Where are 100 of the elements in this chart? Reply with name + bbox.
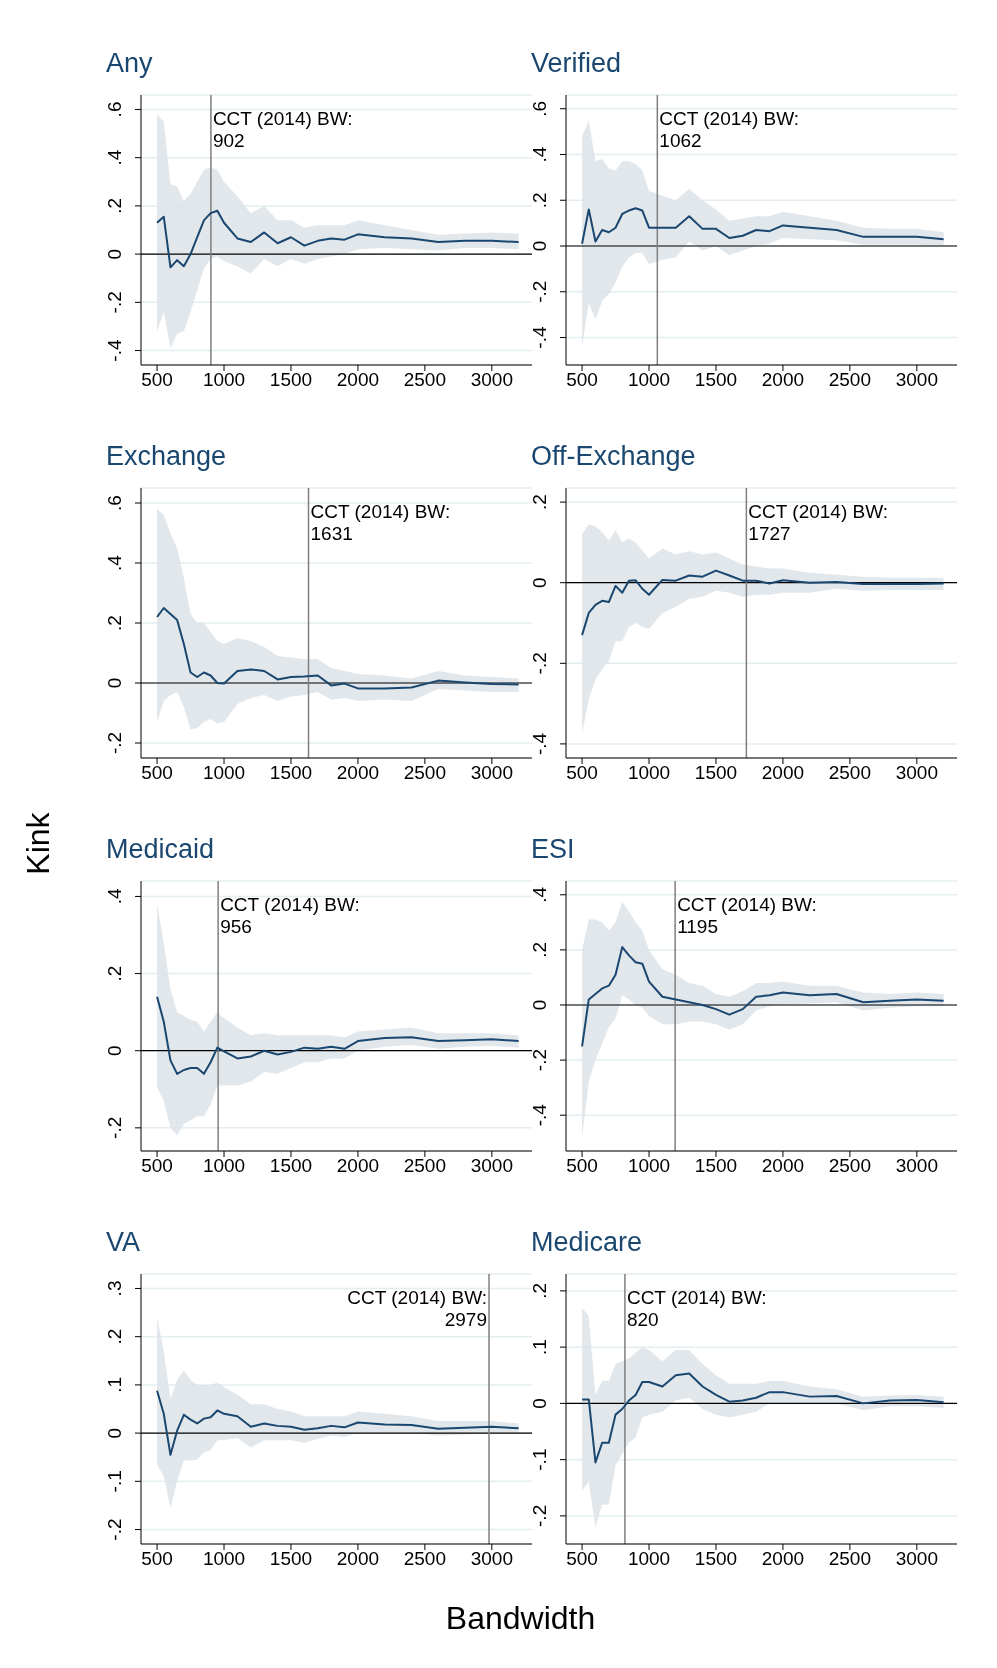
x-tick-label: 2000 [761,369,805,391]
x-tick-label: 1500 [694,369,738,391]
y-axis-title: Kink [19,811,57,875]
y-tick-label: .2 [104,197,125,214]
y-tick-label: -.4 [529,1103,550,1127]
y-tick-label: .4 [104,888,125,905]
y-tick-label: -.4 [104,339,125,362]
x-axis-title: Bandwidth [444,1600,597,1637]
x-tick-label: 3000 [470,1155,513,1177]
y-tick-label: .6 [529,100,550,117]
y-tick-label: .6 [104,495,125,511]
chart-title: Any [106,48,153,78]
x-tick-label: 3000 [895,369,938,391]
x-tick-label: 500 [141,1155,173,1177]
x-tick-label: 500 [141,369,173,391]
chart-title: Off-Exchange [530,440,697,473]
chart-title: Medicare [530,1226,644,1259]
y-tick-label: -.2 [104,1116,125,1139]
y-tick-label: 0 [104,248,125,260]
x-tick-label: 1000 [627,1155,671,1177]
y-tick-label: -.2 [104,291,125,314]
ref-line-label: CCT (2014) BW: 820 [626,1287,767,1330]
x-tick-label: 2000 [761,762,805,784]
x-tick-label: 1500 [269,369,313,391]
ref-line-label: CCT (2014) BW: 1727 [748,501,889,544]
x-tick-label: 2500 [828,1548,872,1570]
ref-line-label: CCT (2014) BW: 2979 [347,1287,488,1330]
y-tick-label: .2 [529,941,550,958]
x-tick-label: 2500 [403,762,447,784]
x-tick-label: 1000 [202,1155,246,1177]
x-tick-label: 1000 [202,762,246,784]
x-tick-label: 500 [141,1548,173,1570]
y-tick-label: .4 [104,149,125,166]
x-tick-label: 3000 [895,762,938,784]
y-tick-label: 0 [104,677,125,689]
x-tick-label: 2500 [403,1155,447,1177]
x-tick-label: 1500 [694,762,738,784]
y-tick-label: 0 [529,240,550,252]
y-tick-label: -.2 [529,1048,550,1072]
y-tick-label: -.2 [529,652,550,675]
x-tick-label: 3000 [895,1548,938,1570]
y-tick-label: -.4 [529,732,550,755]
x-tick-label: 2500 [403,369,447,391]
ref-line-label: CCT (2014) BW: 1062 [659,108,800,151]
y-tick-label: .1 [529,1339,550,1356]
x-tick-label: 1000 [202,1548,246,1570]
y-tick-label: .3 [104,1280,125,1297]
x-tick-label: 2000 [336,1548,380,1570]
ref-line-label: CCT (2014) BW: 902 [212,108,353,151]
x-tick-label: 1500 [269,1155,313,1177]
chart-title: Exchange [106,441,227,471]
x-tick-label: 3000 [470,1548,513,1570]
y-tick-label: .2 [104,1328,125,1345]
y-tick-label: .2 [104,965,125,982]
y-tick-label: 0 [104,1427,125,1439]
chart-title: VA [106,1227,141,1257]
x-tick-label: 1500 [269,1548,313,1570]
y-tick-label: .2 [529,1282,550,1299]
y-tick-label: .4 [529,886,550,903]
x-tick-label: 2000 [761,1548,805,1570]
y-tick-label: .2 [104,615,125,631]
y-tick-label: -.2 [529,1504,550,1527]
x-tick-label: 3000 [895,1155,938,1177]
y-tick-label: .2 [529,192,550,209]
y-tick-label: -.2 [529,280,550,303]
y-tick-label: -.4 [529,326,550,349]
ref-line-label: CCT (2014) BW: 956 [220,894,360,937]
x-tick-label: 1000 [627,762,671,784]
x-tick-label: 500 [566,369,598,391]
x-tick-label: 2000 [336,762,380,784]
x-tick-label: 2000 [336,369,380,391]
y-tick-label: 0 [529,1398,550,1409]
y-tick-label: .6 [104,101,125,118]
x-tick-label: 3000 [470,762,513,784]
y-tick-label: .2 [529,494,550,511]
x-tick-label: 500 [141,762,173,784]
ref-line-label: CCT (2014) BW: 1631 [310,501,451,544]
y-tick-label: .4 [529,146,550,163]
x-tick-label: 1500 [694,1548,738,1570]
x-tick-label: 3000 [470,369,513,391]
ref-line-label: CCT (2014) BW: 1195 [677,894,817,937]
x-tick-label: 2000 [336,1155,380,1177]
y-tick-label: -.2 [104,1518,125,1541]
x-tick-label: 1000 [202,369,246,391]
x-tick-label: 500 [566,762,598,784]
y-tick-label: -.2 [104,731,125,755]
x-tick-label: 2500 [403,1548,447,1570]
y-tick-label: 0 [529,999,550,1011]
y-tick-label: 0 [104,1045,125,1056]
x-tick-label: 2500 [828,369,872,391]
chart-title: Medicaid [106,834,215,864]
x-tick-label: 1000 [627,1548,671,1570]
chart-title: Verified [530,47,623,80]
x-tick-label: 1500 [694,1155,738,1177]
x-tick-label: 500 [566,1155,598,1177]
y-tick-label: -.1 [529,1448,550,1471]
x-tick-label: 2500 [828,1155,872,1177]
chart-title: ESI [530,833,576,866]
x-tick-label: 500 [566,1548,598,1570]
x-tick-label: 1500 [269,762,313,784]
